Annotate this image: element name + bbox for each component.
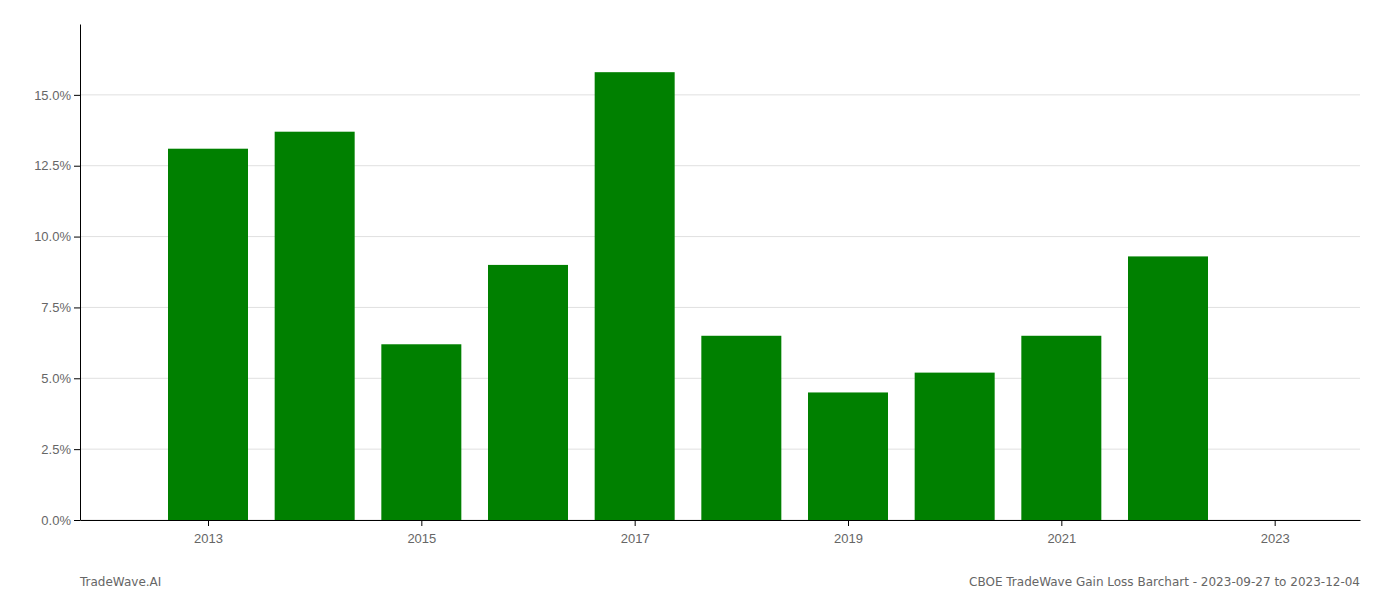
bars — [168, 72, 1208, 520]
x-tick-mark — [208, 520, 209, 526]
x-tick: 2019 — [834, 520, 863, 546]
chart: 2013 2015 2017 2019 2021 2023 0.0% 2.5% 5.0% 7.5%… — [0, 0, 1400, 600]
y-tick-label: 15.0% — [34, 88, 71, 103]
grid — [80, 95, 1360, 520]
grid-line — [80, 94, 1360, 95]
y-tick-label: 0.0% — [41, 513, 71, 528]
footer-left: TradeWave.AI — [79, 575, 161, 589]
footer-right: CBOE TradeWave Gain Loss Barchart - 2023… — [969, 575, 1360, 589]
y-tick-label: 5.0% — [41, 371, 71, 386]
y-tick: 12.5% — [34, 158, 80, 173]
x-tick-mark — [848, 520, 849, 526]
y-tick-mark — [74, 307, 80, 308]
grid-line — [80, 165, 1360, 166]
x-tick-label: 2017 — [621, 531, 650, 546]
y-tick-mark — [74, 449, 80, 450]
y-axis-line — [80, 25, 81, 521]
y-tick: 5.0% — [41, 371, 80, 386]
y-tick-mark — [74, 520, 80, 521]
y-tick: 7.5% — [41, 300, 80, 315]
y-tick-mark — [74, 378, 80, 379]
x-tick-label: 2013 — [194, 531, 223, 546]
x-tick: 2021 — [1047, 520, 1076, 546]
bar — [595, 72, 675, 520]
bar — [488, 265, 568, 520]
y-tick-label: 7.5% — [41, 300, 71, 315]
bar — [808, 392, 888, 520]
y-tick: 2.5% — [41, 442, 80, 457]
bar — [275, 132, 355, 520]
x-tick-label: 2023 — [1261, 531, 1290, 546]
x-axis: 2013 2015 2017 2019 2021 2023 — [81, 520, 1361, 546]
y-tick-label: 10.0% — [34, 229, 71, 244]
x-tick: 2023 — [1261, 520, 1290, 546]
x-tick-mark — [1061, 520, 1062, 526]
bar — [915, 373, 995, 520]
y-tick-label: 12.5% — [34, 158, 71, 173]
x-tick: 2015 — [407, 520, 436, 546]
plot: 2013 2015 2017 2019 2021 2023 0.0% 2.5% 5.0% 7.5%… — [34, 25, 1360, 547]
grid-line — [80, 236, 1360, 237]
x-tick: 2017 — [621, 520, 650, 546]
bar — [1128, 256, 1208, 520]
bar — [1021, 336, 1101, 520]
y-tick-mark — [74, 95, 80, 96]
bar — [168, 149, 248, 520]
x-tick-label: 2015 — [407, 531, 436, 546]
bar — [701, 336, 781, 520]
y-axis: 0.0% 2.5% 5.0% 7.5% 10.0% 12.5% 15.0% — [34, 25, 80, 528]
y-tick-label: 2.5% — [41, 442, 71, 457]
y-tick: 0.0% — [41, 513, 80, 528]
x-tick-mark — [1275, 520, 1276, 526]
x-tick: 2013 — [194, 520, 223, 546]
y-tick: 10.0% — [34, 229, 80, 244]
bar — [381, 344, 461, 520]
x-tick-mark — [635, 520, 636, 526]
y-tick-mark — [74, 166, 80, 167]
x-tick-mark — [421, 520, 422, 526]
y-tick-mark — [74, 237, 80, 238]
x-tick-label: 2019 — [834, 531, 863, 546]
y-tick: 15.0% — [34, 88, 80, 103]
x-tick-label: 2021 — [1047, 531, 1076, 546]
x-axis-line — [81, 520, 1361, 521]
